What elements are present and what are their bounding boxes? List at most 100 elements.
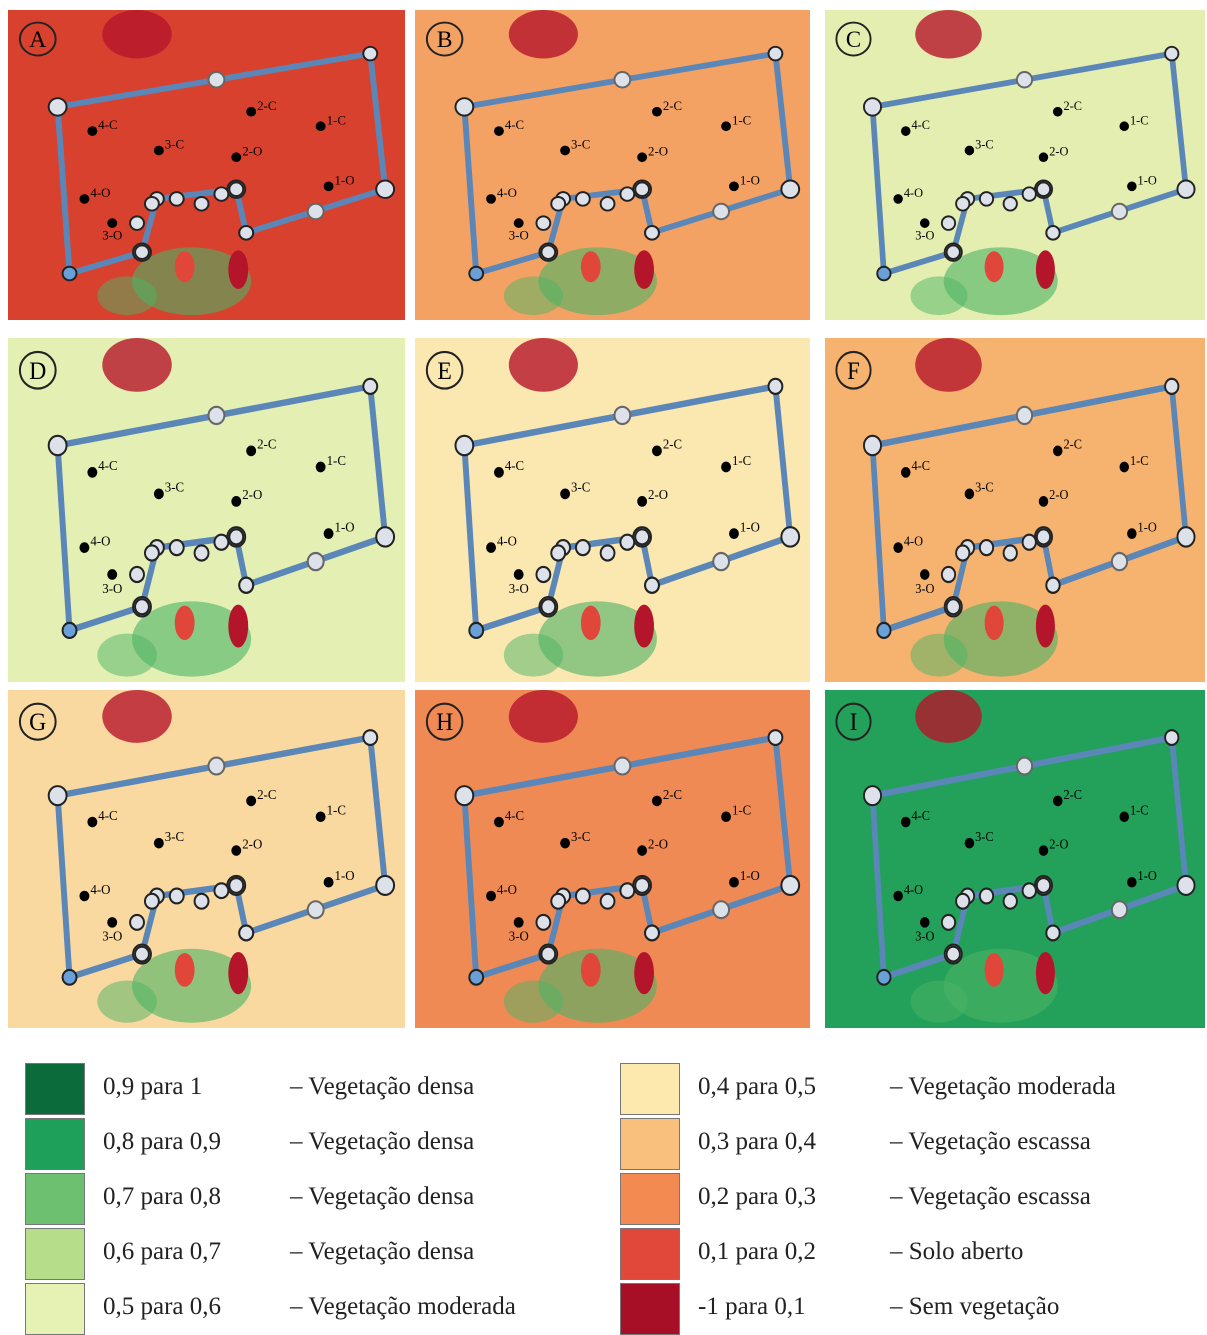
boundary-node bbox=[645, 578, 659, 593]
legend-class: – Vegetação densa bbox=[290, 1073, 474, 1101]
boundary-node bbox=[170, 192, 184, 206]
boundary-node bbox=[980, 889, 993, 904]
boundary-node bbox=[551, 894, 565, 909]
sample-label: 2-O bbox=[648, 144, 668, 158]
sample-label: 4-C bbox=[911, 807, 930, 823]
boundary-node bbox=[1046, 578, 1059, 593]
boundary-node bbox=[536, 216, 550, 230]
boundary-node bbox=[551, 545, 565, 560]
sample-label: 2-C bbox=[663, 99, 682, 113]
boundary-node bbox=[864, 786, 881, 805]
boundary-node bbox=[214, 883, 228, 898]
sample-label: 2-O bbox=[242, 836, 262, 851]
sample-label: 3-O bbox=[915, 228, 934, 242]
patch bbox=[509, 338, 578, 392]
map-panel: A4-C3-C2-C1-C4-O3-O2-O1-O bbox=[8, 10, 405, 320]
page: A4-C3-C2-C1-C4-O3-O2-O1-OB4-C3-C2-C1-C4-… bbox=[0, 0, 1207, 1329]
legend-swatch bbox=[620, 1063, 680, 1115]
boundary-node bbox=[49, 98, 67, 115]
sample-point bbox=[231, 845, 241, 856]
boundary-node bbox=[376, 181, 394, 198]
map-panel: D4-C3-C2-C1-C4-O3-O2-O1-O bbox=[8, 338, 405, 682]
legend-range: 0,8 para 0,9 bbox=[103, 1128, 221, 1156]
boundary-node bbox=[713, 204, 729, 220]
boundary-node bbox=[620, 187, 634, 201]
boundary-node bbox=[1177, 527, 1194, 546]
boundary-node bbox=[956, 197, 969, 211]
boundary-node bbox=[195, 545, 209, 560]
sample-label: 2-O bbox=[648, 487, 668, 503]
legend-class: – Vegetação densa bbox=[290, 1128, 474, 1156]
sample-label: 3-O bbox=[915, 580, 934, 596]
sample-point bbox=[231, 152, 241, 162]
panel-label: C bbox=[846, 26, 861, 52]
sample-label: 3-O bbox=[915, 928, 934, 944]
boundary-node bbox=[1023, 883, 1036, 898]
legend-swatch bbox=[25, 1283, 85, 1335]
patch bbox=[175, 953, 195, 987]
patch bbox=[97, 980, 157, 1022]
boundary-node bbox=[1037, 182, 1050, 196]
patch bbox=[915, 338, 982, 392]
boundary-node bbox=[635, 182, 649, 196]
sample-label: 3-C bbox=[975, 137, 994, 151]
boundary-node bbox=[769, 47, 783, 61]
legend-swatch bbox=[25, 1118, 85, 1170]
patch bbox=[581, 953, 601, 987]
sample-label: 3-C bbox=[165, 138, 184, 152]
boundary-node bbox=[877, 970, 890, 985]
sample-point bbox=[87, 467, 97, 478]
boundary-node bbox=[135, 245, 149, 259]
boundary-node bbox=[63, 267, 77, 281]
boundary-node bbox=[1165, 379, 1178, 394]
boundary-node bbox=[135, 947, 149, 962]
boundary-node bbox=[601, 894, 615, 909]
sample-label: 2-C bbox=[663, 436, 682, 452]
sample-point bbox=[965, 489, 975, 500]
legend-range: 0,2 para 0,3 bbox=[698, 1183, 816, 1211]
sample-point bbox=[729, 181, 739, 191]
sample-point bbox=[514, 218, 524, 228]
boundary-node bbox=[455, 98, 473, 115]
boundary-node bbox=[1165, 47, 1178, 61]
sample-point bbox=[729, 528, 739, 539]
sample-point bbox=[920, 218, 930, 228]
boundary-node bbox=[469, 267, 483, 281]
sample-label: 4-C bbox=[911, 458, 930, 474]
panel-label: F bbox=[847, 357, 860, 386]
boundary-node bbox=[769, 379, 783, 394]
boundary-node bbox=[942, 915, 955, 930]
sample-point bbox=[1120, 811, 1130, 822]
sample-label: 1-O bbox=[335, 868, 355, 883]
sample-label: 2-C bbox=[1063, 786, 1082, 802]
legend-swatch bbox=[25, 1173, 85, 1225]
boundary-node bbox=[1112, 901, 1127, 918]
legend-swatch bbox=[25, 1063, 85, 1115]
sample-label: 4-C bbox=[98, 808, 117, 823]
patch bbox=[634, 952, 654, 994]
legend-swatch bbox=[620, 1118, 680, 1170]
boundary-node bbox=[864, 98, 881, 115]
boundary-node bbox=[376, 876, 394, 895]
patch bbox=[1036, 605, 1055, 648]
boundary-node bbox=[1037, 529, 1050, 544]
boundary-node bbox=[195, 894, 209, 909]
boundary-node bbox=[980, 540, 993, 555]
sample-label: 3-O bbox=[102, 580, 122, 596]
sample-point bbox=[154, 489, 164, 500]
boundary-node bbox=[1046, 926, 1059, 941]
boundary-node bbox=[576, 192, 590, 206]
sample-point bbox=[79, 891, 89, 902]
sample-label: 2-C bbox=[257, 436, 276, 452]
sample-label: 4-C bbox=[505, 808, 524, 823]
boundary-node bbox=[130, 216, 144, 230]
sample-label: 4-O bbox=[90, 881, 110, 896]
legend-range: -1 para 0,1 bbox=[698, 1293, 806, 1321]
boundary-node bbox=[1023, 187, 1036, 201]
patch bbox=[1036, 250, 1055, 289]
sample-label: 1-O bbox=[1138, 173, 1157, 187]
boundary-node bbox=[601, 197, 615, 211]
sample-label: 1-C bbox=[732, 802, 751, 817]
sample-label: 1-C bbox=[732, 113, 751, 127]
patch bbox=[915, 10, 982, 58]
